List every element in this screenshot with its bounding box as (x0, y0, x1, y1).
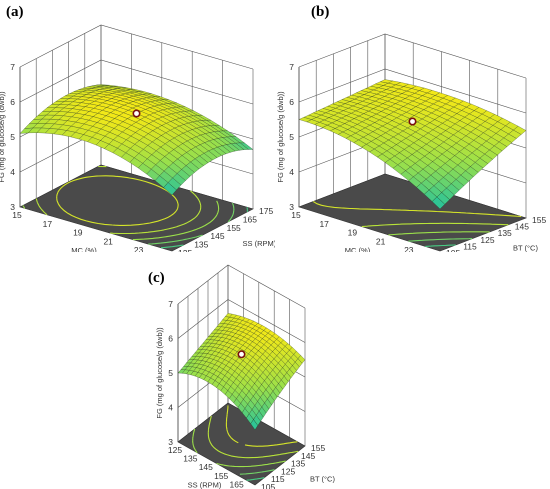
z-tick-label: 5 (289, 132, 294, 142)
y-axis-label: BT (°C) (513, 244, 538, 253)
z-tick-label: 7 (168, 299, 173, 309)
x-tick-label: 15 (12, 210, 22, 220)
wall-gridline (177, 264, 306, 309)
floor-contour (313, 201, 522, 218)
floor-contour (192, 428, 286, 468)
x-tick-label: 135 (183, 454, 197, 464)
x-axis-label: SS (RPM) (188, 481, 222, 489)
x-axis-label: MC (%) (71, 246, 97, 252)
floor-contour (361, 222, 509, 228)
y-tick-label: 135 (194, 240, 208, 250)
x-tick-label: 17 (43, 219, 53, 229)
panel-label-a: (a) (6, 4, 24, 20)
surface-cell (250, 419, 258, 431)
wall-gridline (177, 299, 306, 343)
z-tick-label: 6 (289, 97, 294, 107)
response-surface (19, 84, 254, 196)
z-axis-label: FG (mg of glucose/g (dwb)) (276, 91, 285, 183)
y-tick-label: 145 (301, 451, 315, 461)
x-tick-label: 21 (103, 236, 113, 246)
surface-plot-c: (c) 3 4 5 6 7 FG (mg of glucose/g (dwb)) 125 13… (140, 252, 415, 489)
x-tick-label: 21 (376, 236, 386, 246)
response-surface (298, 79, 527, 210)
y-tick-label: 145 (210, 231, 224, 241)
x-tick-label: 145 (199, 462, 213, 472)
floor-contour (35, 165, 202, 235)
z-axis-label: FG (mg of glucose/g (dwb)) (0, 91, 6, 183)
floor-contour (225, 405, 298, 447)
floor-contour (408, 238, 473, 242)
surface-plot-b-canvas: 3 4 5 6 7 FG (mg of glucose/g (dwb)) 15 17 19 21 2… (276, 33, 546, 253)
y-tick-label: 145 (515, 222, 529, 232)
z-tick-label: 4 (289, 167, 294, 177)
wall-gridline (19, 59, 254, 105)
floor-contour (207, 415, 299, 459)
surface-plot-b: (b) 3 4 5 6 7 FG (mg of glucose/g (dwb)) 15 17 1… (275, 0, 550, 252)
y-tick-label: 115 (271, 474, 285, 484)
surface-plot-a-canvas: 3 4 5 6 7 FG (mg of glucose/g (dwb)) 15 17 19 21 2… (0, 24, 276, 252)
y-tick-label: 175 (259, 206, 273, 216)
z-tick-label: 3 (10, 202, 15, 212)
x-tick-label: 17 (319, 219, 329, 229)
floor-contour (246, 477, 265, 481)
design-point (132, 109, 141, 118)
y-tick-label: 165 (243, 214, 257, 224)
y-axis-label: BT (°C) (310, 475, 335, 484)
z-tick-label: 5 (168, 368, 173, 378)
floor-contour (148, 202, 235, 245)
floor-contour (425, 244, 456, 247)
z-tick-label: 4 (168, 403, 173, 413)
wall-gridline (298, 68, 527, 114)
x-tick-label: 23 (404, 245, 414, 252)
floor-contour (239, 469, 275, 475)
z-tick-label: 7 (10, 62, 15, 72)
y-tick-label: 125 (281, 466, 295, 476)
x-tick-label: 15 (291, 210, 301, 220)
z-tick-label: 6 (10, 97, 15, 107)
x-axis-label: MC (%) (345, 246, 371, 252)
floor-contour (56, 175, 179, 226)
y-tick-label: 105 (261, 482, 275, 489)
surface-plot-a: (a) 3 4 5 6 7 FG (mg of glucose/g (dwb)) 15 17 1… (0, 0, 275, 252)
surface-cell (432, 196, 445, 210)
y-tick-label: 115 (463, 241, 477, 251)
design-point (237, 350, 246, 359)
floor-contour (388, 231, 490, 236)
floor-contour (161, 207, 248, 249)
wall-gridline (298, 33, 527, 79)
z-tick-label: 6 (168, 334, 173, 344)
z-tick-label: 3 (168, 437, 173, 447)
y-tick-label: 155 (311, 443, 325, 453)
x-tick-label: 155 (214, 471, 228, 481)
panel-label-c: (c) (148, 270, 165, 286)
x-tick-label: 23 (134, 245, 144, 252)
y-tick-label: 155 (532, 215, 546, 225)
floor-contour (22, 200, 220, 241)
x-tick-label: 125 (168, 445, 182, 455)
x-tick-label: 19 (73, 228, 83, 238)
panel-label-b: (b) (311, 4, 330, 20)
z-tick-label: 3 (289, 202, 294, 212)
z-tick-label: 5 (10, 132, 15, 142)
y-tick-label: 125 (480, 235, 494, 245)
z-tick-label: 7 (289, 62, 294, 72)
y-tick-label: 135 (498, 228, 512, 238)
y-tick-label: 105 (446, 248, 460, 252)
response-surface (177, 313, 306, 431)
y-tick-label: 125 (178, 248, 192, 252)
x-tick-label: 19 (348, 228, 358, 238)
y-tick-label: 135 (291, 459, 305, 469)
y-tick-label: 155 (227, 223, 241, 233)
surface-cell (163, 182, 177, 196)
z-tick-label: 4 (10, 167, 15, 177)
design-point (408, 117, 417, 126)
x-tick-label: 165 (230, 479, 244, 489)
y-axis-label: SS (RPM) (243, 239, 276, 248)
wall-gridline (19, 24, 254, 70)
z-axis-label: FG (mg of glucose/g (dwb)) (155, 327, 164, 419)
